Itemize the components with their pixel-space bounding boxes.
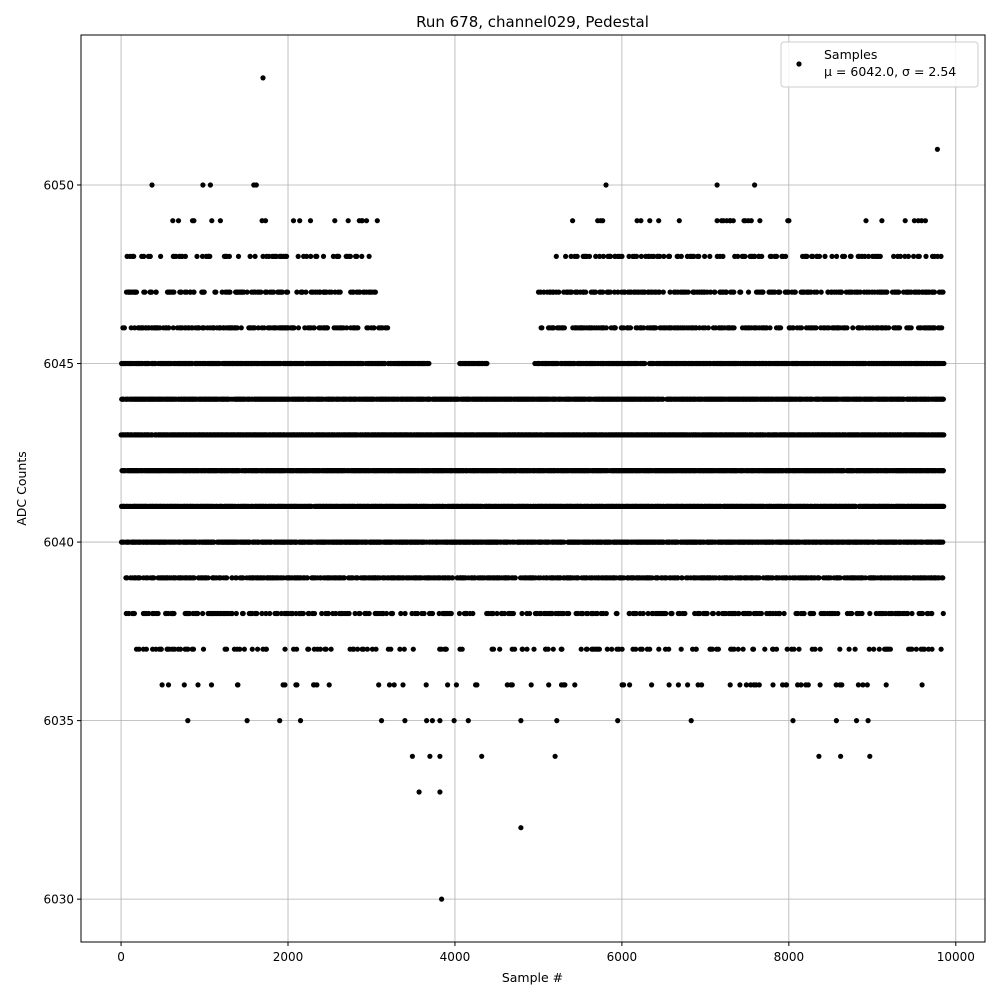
data-point	[941, 432, 947, 438]
data-point	[426, 360, 432, 367]
data-point	[941, 503, 947, 509]
data-point	[940, 468, 947, 474]
grid-lines	[81, 35, 985, 942]
data-point	[941, 360, 947, 367]
data-point	[642, 360, 648, 367]
data-point	[940, 396, 947, 402]
data-points	[118, 75, 947, 902]
chart-title: Run 678, channel029, Pedestal	[416, 13, 649, 31]
data-point	[660, 396, 666, 402]
data-point	[484, 360, 490, 367]
